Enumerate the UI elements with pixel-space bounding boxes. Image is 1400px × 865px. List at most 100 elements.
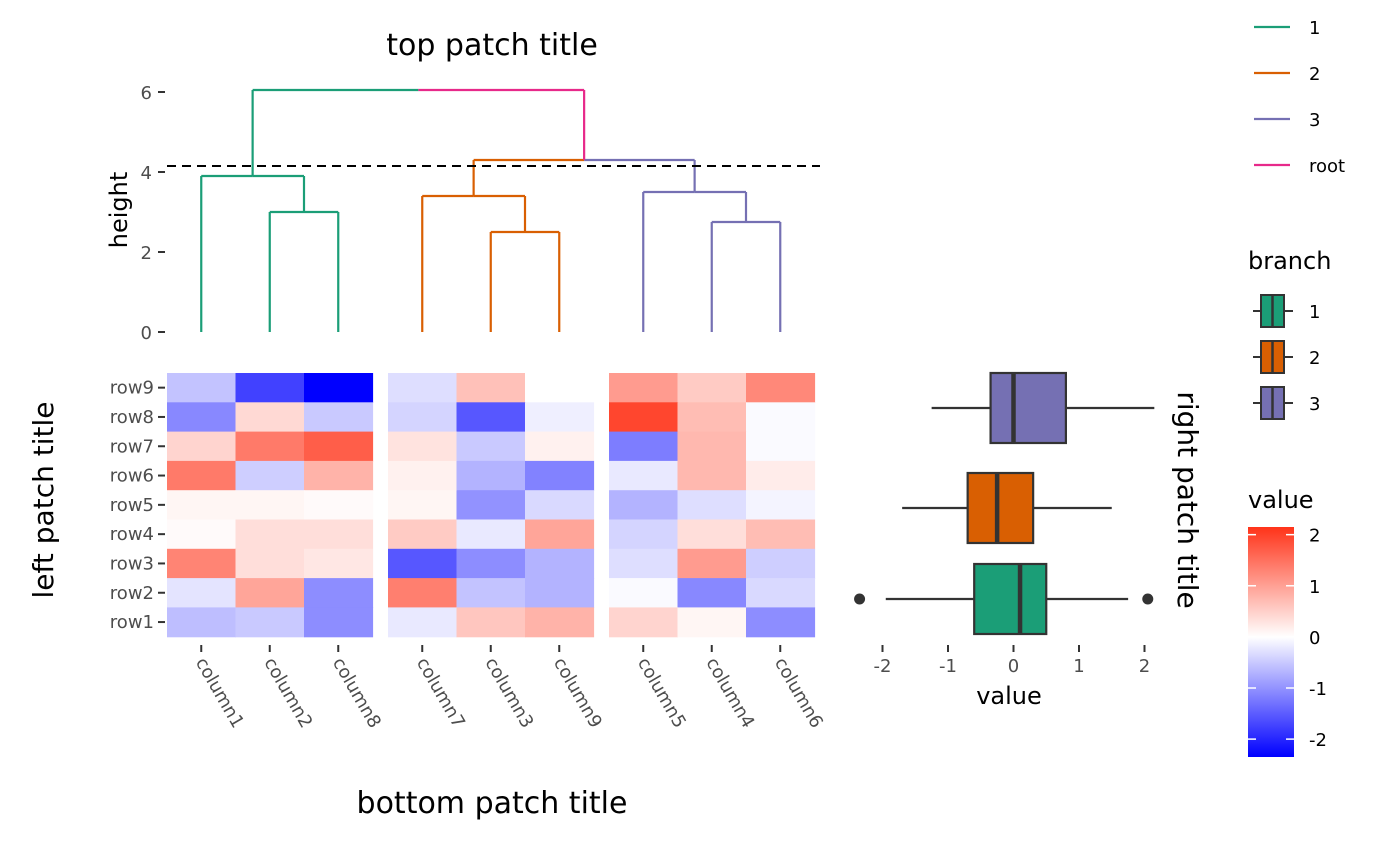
boxplot-x-tick-label: -2 (874, 656, 892, 677)
heatmap-row-labels: row9 row8 row7 row6 row5 row4 row3 row2 row1 (110, 378, 165, 633)
dendrogram-panel: height 0 2 4 6 (105, 83, 820, 344)
heatmap-column-labels: column1 column2 column8 column7 column3 colum… (191, 645, 827, 732)
heatmap-cell (746, 431, 816, 462)
heatmap-cell (304, 402, 374, 433)
heatmap-cell (609, 490, 679, 521)
heatmap-cell (525, 548, 595, 579)
boxplot-x-axis: -2 -1 0 1 2 (874, 645, 1150, 677)
heatmap-cell (304, 548, 374, 579)
dendrogram-branches (200, 88, 782, 332)
boxplot-boxes (854, 371, 1155, 636)
dendrogram-y-tick-label: 6 (141, 83, 152, 104)
heatmap-cell (677, 402, 747, 433)
heatmap-row-label: row7 (110, 436, 154, 457)
heatmap-cell (525, 402, 595, 433)
heatmap-cell (456, 431, 526, 462)
heatmap-row-label: row8 (110, 407, 154, 428)
heatmap-cell (456, 548, 526, 579)
heatmap-cell (525, 460, 595, 491)
heatmap-cell (746, 548, 816, 579)
heatmap-cell (167, 402, 237, 433)
heatmap-cell (677, 373, 747, 403)
heatmap-cell (388, 402, 458, 433)
heatmap-cell (746, 402, 816, 433)
dendrogram-y-axis: 0 2 4 6 (141, 83, 165, 344)
value-legend-tick-label: 2 (1309, 526, 1320, 547)
heatmap-cell (167, 490, 237, 521)
heatmap-cell (525, 490, 595, 521)
heatmap-cell (304, 373, 374, 403)
value-legend-tick-label: 0 (1309, 628, 1320, 649)
bottom-patch-title: bottom patch title (357, 786, 628, 821)
left-patch-title: left patch title (27, 402, 60, 599)
heatmap-row-label: row5 (110, 495, 154, 516)
heatmap-row-label: row9 (110, 378, 154, 399)
heatmap-cell (456, 373, 526, 403)
heatmap-cell (746, 373, 816, 403)
boxplot-x-tick-label: 1 (1073, 656, 1084, 677)
heatmap-cell (235, 373, 305, 403)
boxplot-outlier (854, 593, 866, 605)
heatmap-cell (677, 460, 747, 491)
heatmap-cell (388, 548, 458, 579)
heatmap-cell (235, 460, 305, 491)
heatmap-column-label: column9 (549, 654, 606, 732)
heatmap-column-label: column4 (701, 654, 758, 732)
heatmap-cell (167, 431, 237, 462)
heatmap-cell (388, 490, 458, 521)
branch-legend-label: 1 (1309, 302, 1320, 323)
heatmap-cell (677, 431, 747, 462)
branch-legend: branch 1 2 3 (1248, 247, 1331, 420)
heatmap-cell (167, 460, 237, 491)
branch-legend-label: 3 (1309, 394, 1320, 415)
heatmap-cell (167, 373, 237, 403)
heatmap-cell (609, 460, 679, 491)
branch-legend-label: 2 (1309, 348, 1320, 369)
heatmap-cell (235, 548, 305, 579)
boxplot-x-tick-label: 2 (1139, 656, 1150, 677)
value-legend-title: value (1248, 486, 1314, 514)
dendrogram-y-tick-label: 0 (141, 323, 152, 344)
dendrogram-legend-label: 1 (1309, 18, 1320, 39)
dendrogram-legend-label: 2 (1309, 64, 1320, 85)
top-patch-title: top patch title (386, 28, 598, 63)
heatmap-cell (525, 578, 595, 608)
heatmap-cell (167, 548, 237, 579)
heatmap-cell (388, 607, 458, 638)
heatmap-cell (746, 578, 816, 608)
heatmap-column-label: column2 (259, 654, 316, 732)
heatmap-column-label: column5 (633, 654, 690, 732)
heatmap-cell (456, 490, 526, 521)
heatmap-cell (746, 607, 816, 638)
heatmap-cell (304, 460, 374, 491)
boxplot-panel: -2 -1 0 1 2 value (854, 371, 1155, 710)
heatmap-panel: row9 row8 row7 row6 row5 row4 row3 row2 row1 col… (110, 373, 827, 732)
heatmap-cell (746, 460, 816, 491)
heatmap-cell (609, 519, 679, 550)
value-legend-tick-label: 1 (1309, 577, 1320, 598)
heatmap-row-label: row3 (110, 553, 154, 574)
heatmap-cell (235, 431, 305, 462)
heatmap-cell (304, 578, 374, 608)
heatmap-cell (235, 607, 305, 638)
heatmap-cell (609, 607, 679, 638)
heatmap-cell (304, 431, 374, 462)
right-patch-title: right patch title (1171, 391, 1204, 608)
value-colorbar (1248, 527, 1294, 757)
heatmap-cell (167, 519, 237, 550)
branch-legend-title: branch (1248, 247, 1331, 275)
heatmap-cell (525, 431, 595, 462)
heatmap-row-label: row1 (110, 612, 154, 633)
heatmap-cell (235, 490, 305, 521)
heatmap-column-label: column8 (328, 654, 385, 732)
heatmap-cell (746, 519, 816, 550)
heatmap-cell (609, 548, 679, 579)
heatmap-cell (388, 373, 458, 403)
heatmap-column-label: column7 (412, 654, 469, 732)
heatmap-row-label: row4 (110, 524, 154, 545)
heatmap-cell (456, 578, 526, 608)
heatmap-cell (609, 373, 679, 403)
heatmap-cell (388, 519, 458, 550)
heatmap-row-label: row2 (110, 583, 154, 604)
